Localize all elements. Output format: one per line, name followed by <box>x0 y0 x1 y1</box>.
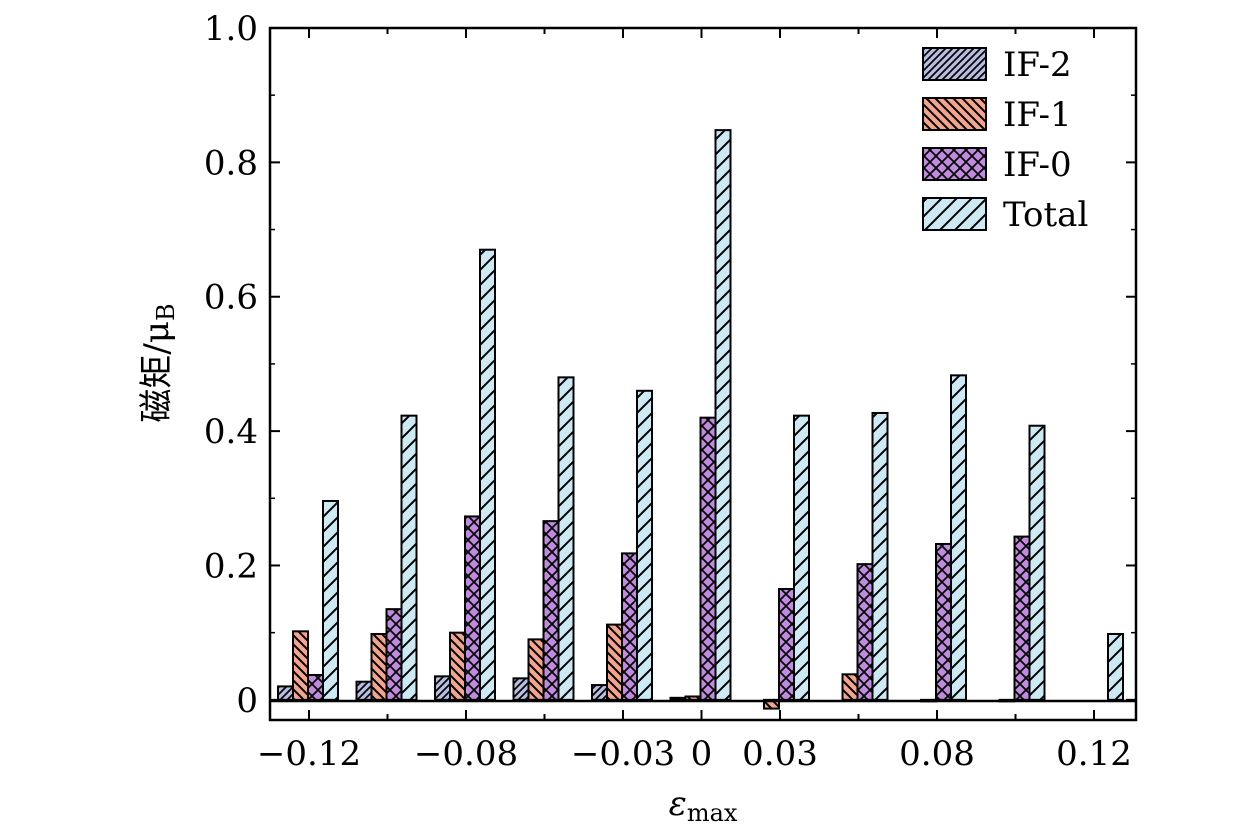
bar-total-7 <box>871 411 889 701</box>
y-tick-label: 0.6 <box>204 278 258 318</box>
legend-label-total: Total <box>1003 195 1088 235</box>
bar-total-8 <box>950 374 967 701</box>
bar-if-0-5 <box>699 416 717 701</box>
legend-swatch-if-1 <box>922 97 987 131</box>
y-axis-title: 磁矩/μB <box>137 303 180 422</box>
bar-if-2-4 <box>591 684 608 701</box>
x-tick-label: 0.08 <box>899 734 975 774</box>
bar-if-0-0 <box>307 673 324 701</box>
legend-label-if-0: IF-0 <box>1003 145 1072 185</box>
legend-label-if-1: IF-1 <box>1003 95 1072 135</box>
y-tick-label: 0.8 <box>204 143 258 183</box>
bar-if-2-1 <box>355 680 373 701</box>
plot-frame <box>268 26 1138 722</box>
bar-total-2 <box>479 248 496 701</box>
bar-if-2-5 <box>669 696 687 701</box>
legend-swatch-total <box>922 197 987 231</box>
bar-if-0-6 <box>778 587 795 701</box>
x-tick-label: 0.03 <box>742 734 818 774</box>
bar-total-6 <box>793 414 810 701</box>
x-axis-title-main: ε <box>669 784 687 824</box>
axes-group <box>268 26 1138 722</box>
bar-total-10 <box>1107 633 1124 701</box>
bar-if-2-3 <box>512 677 530 701</box>
bar-if-1-1 <box>370 633 388 701</box>
bar-if-0-3 <box>542 520 560 701</box>
y-tick-label: 0.2 <box>204 546 258 586</box>
bar-total-0 <box>322 499 339 701</box>
bar-if-1-0 <box>292 630 309 701</box>
bar-if-0-4 <box>621 552 638 701</box>
bar-if-1-4 <box>606 623 623 701</box>
y-tick-label: 0 <box>236 681 258 721</box>
y-tick-label: 1.0 <box>204 9 258 49</box>
bar-if-2-2 <box>434 675 451 701</box>
x-axis-title: εmax <box>669 784 738 827</box>
x-tick-label: −0.03 <box>571 734 675 774</box>
legend-label-if-2: IF-2 <box>1003 45 1072 85</box>
bar-if-1-3 <box>527 638 545 701</box>
y-tick-label: 0.4 <box>204 412 258 452</box>
bar-total-3 <box>557 376 575 701</box>
bar-if-1-2 <box>449 631 466 701</box>
bar-if-2-0 <box>277 685 294 701</box>
y-axis-title-main: 磁矩/μ <box>137 321 177 423</box>
bar-if-1-7 <box>841 673 859 701</box>
x-tick-label: −0.12 <box>257 734 361 774</box>
x-tick-label: 0.12 <box>1056 734 1132 774</box>
bar-total-4 <box>636 389 653 701</box>
bar-if-0-8 <box>935 542 952 701</box>
bar-if-1-5 <box>684 695 702 701</box>
x-tick-label: 0 <box>691 734 713 774</box>
y-axis-title-subscript: B <box>152 303 180 321</box>
x-axis-title-subscript: max <box>687 799 738 827</box>
ticks-group: 0 0.2 0.4 0.6 0.8 1.0 −0.12 −0.08 −0.03 0 0.03 0.08… <box>204 9 1136 774</box>
bar-total-5 <box>714 129 732 701</box>
bar-total-9 <box>1028 424 1046 701</box>
legend-swatch-if-2 <box>922 47 987 81</box>
bar-if-0-2 <box>464 515 481 701</box>
bar-total-1 <box>400 414 418 701</box>
bars-group <box>277 129 1124 710</box>
x-tick-label: −0.08 <box>414 734 518 774</box>
legend-swatch-if-0 <box>922 147 987 181</box>
bar-if-0-7 <box>856 563 874 701</box>
bar-if-0-9 <box>1013 535 1031 701</box>
bar-if-0-1 <box>385 608 403 701</box>
legend: IF-2 IF-1 IF-0 Total <box>922 45 1088 235</box>
